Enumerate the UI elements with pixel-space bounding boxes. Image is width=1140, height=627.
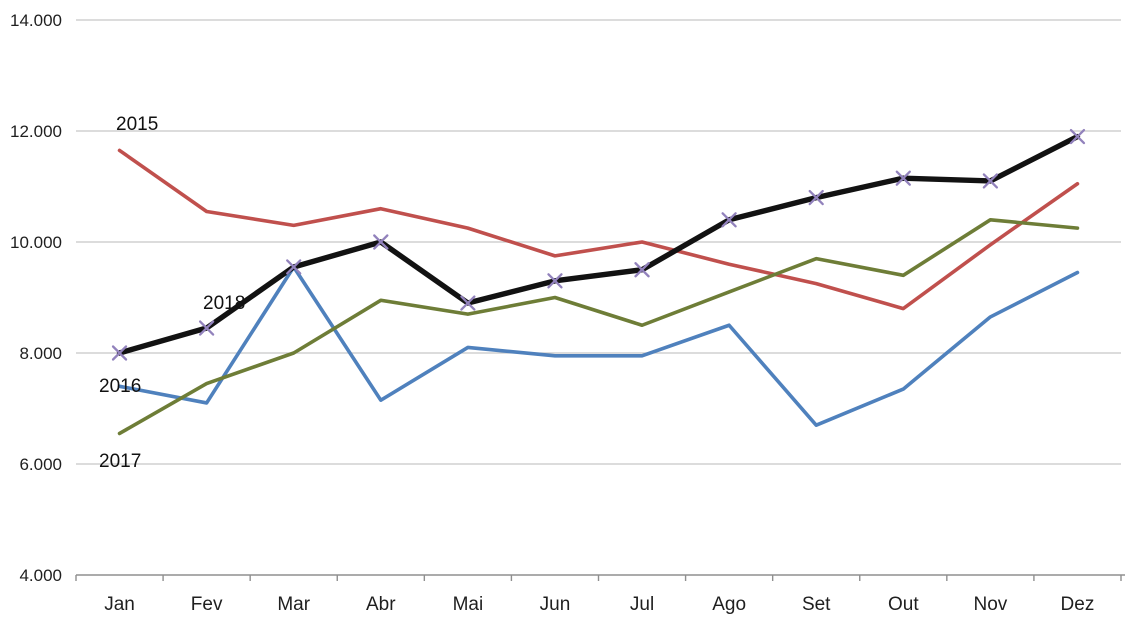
x-axis-tick-label: Jul xyxy=(630,594,654,615)
series-label-2016: 2016 xyxy=(99,376,141,397)
series-marker-x-2018 xyxy=(982,173,999,189)
series-label-2017: 2017 xyxy=(99,451,141,472)
x-axis-tick-label: Ago xyxy=(712,594,746,615)
series-line-2015 xyxy=(117,148,1080,311)
series-label-2018: 2018 xyxy=(203,293,245,314)
x-axis-tick-label: Set xyxy=(802,594,831,615)
y-axis-tick-label: 14.000 xyxy=(10,11,62,30)
series-line-2018 xyxy=(116,133,1081,356)
y-axis-tick-label: 4.000 xyxy=(19,566,62,585)
series-marker-x-2018 xyxy=(1069,128,1086,145)
series-marker-x-2018 xyxy=(286,259,302,275)
series-marker-x-2018 xyxy=(895,170,911,186)
x-axis-tick-label: Jun xyxy=(540,594,571,615)
series-marker-x-2018 xyxy=(721,212,737,228)
y-axis-tick-label: 12.000 xyxy=(10,122,62,141)
series-marker-x-2018 xyxy=(808,189,824,206)
series-marker-x-2018 xyxy=(198,320,215,336)
x-axis-tick-label: Fev xyxy=(191,594,223,615)
y-axis-tick-label: 10.000 xyxy=(10,233,62,252)
series-marker-x-2018 xyxy=(460,295,476,311)
series-label-2015: 2015 xyxy=(116,114,158,135)
series-marker-x-2018 xyxy=(373,234,389,250)
x-axis-tick-label: Mar xyxy=(277,594,310,615)
series-line-2017 xyxy=(117,218,1080,436)
series-marker-x-2018 xyxy=(634,262,650,278)
x-axis-tick-label: Abr xyxy=(366,594,396,615)
x-axis-tick-label: Jan xyxy=(104,594,135,615)
x-axis-tick-label: Nov xyxy=(973,594,1007,615)
series-marker-x-2018 xyxy=(111,345,128,361)
series-marker-x-2018 xyxy=(547,273,563,289)
x-axis-tick-label: Mai xyxy=(453,594,484,615)
y-axis-tick-label: 8.000 xyxy=(19,344,62,363)
x-axis-tick-label: Out xyxy=(888,594,919,615)
series-line-2016 xyxy=(117,265,1080,427)
y-axis-tick-label: 6.000 xyxy=(19,455,62,474)
x-axis-tick-label: Dez xyxy=(1061,594,1095,615)
